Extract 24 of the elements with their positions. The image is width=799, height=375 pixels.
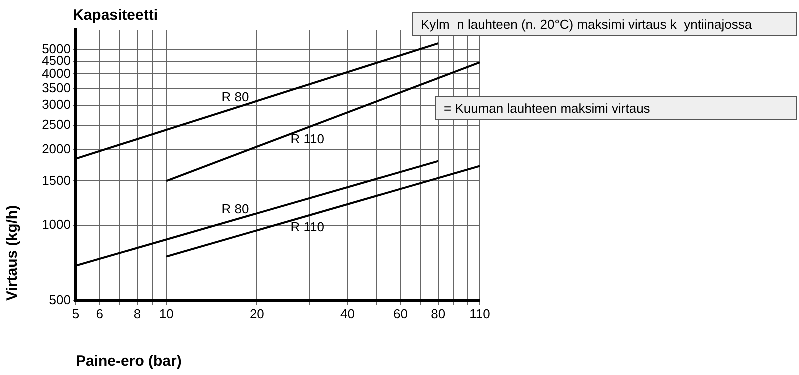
x-tick-label: 110 [470, 306, 490, 322]
x-tick-label: 10 [159, 306, 174, 322]
y-tick-label: 500 [49, 292, 71, 308]
label-box: Kylm n lauhteen (n. 20°C) maksimi virtaus k yntiinajossa [412, 12, 797, 36]
y-tick-label: 3500 [42, 80, 71, 96]
series-label: R 80 [222, 90, 250, 105]
x-axis-title: Paine-ero (bar) [76, 353, 182, 370]
y-tick-label: 1000 [42, 216, 71, 232]
x-tick-label: 6 [96, 306, 104, 322]
x-tick-label: 60 [394, 306, 408, 322]
label-box: = Kuuman lauhteen maksimi virtaus [435, 96, 797, 120]
chart-title: Kapasiteetti [73, 7, 158, 24]
y-tick-label: 4000 [42, 66, 71, 81]
x-tick-label: 5 [72, 306, 80, 322]
x-tick-label: 8 [134, 306, 142, 322]
y-tick-label: 2500 [42, 117, 71, 132]
series-label: R 80 [222, 201, 250, 216]
y-tick-label: 3000 [42, 97, 71, 112]
x-tick-label: 80 [431, 306, 446, 322]
x-tick-label: 40 [340, 306, 356, 322]
y-tick-label: 2000 [42, 141, 71, 156]
x-tick-label: 20 [250, 306, 264, 322]
y-tick-label: 1500 [42, 172, 71, 188]
y-axis-title: Virtaus (kg/h) [4, 205, 22, 301]
